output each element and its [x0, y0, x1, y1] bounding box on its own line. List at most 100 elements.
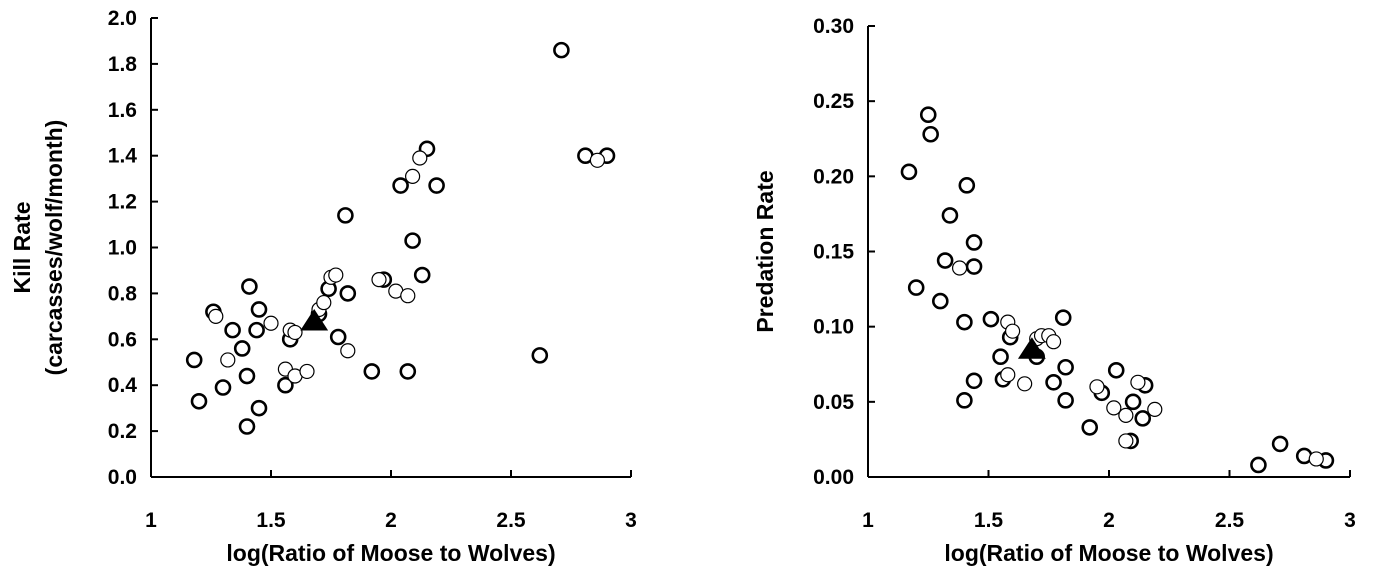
y-tick-label: 1.4: [108, 145, 138, 168]
x-tick-label: 1.5: [974, 509, 1004, 532]
data-point: [185, 351, 203, 369]
data-point: [224, 321, 241, 339]
data-point: [956, 392, 973, 409]
data-point: [1057, 392, 1074, 409]
data-point: [1045, 334, 1062, 350]
x-tick-label: 1: [145, 509, 157, 532]
data-point: [907, 279, 925, 296]
data-point: [1250, 456, 1267, 474]
y-tick-label: 1.0: [108, 237, 137, 260]
data-point: [1107, 361, 1125, 379]
y-tick-label: 0.30: [813, 15, 854, 38]
y-axis-label: (carcasses/wolf/month): [41, 120, 67, 376]
data-point: [1106, 400, 1122, 416]
x-tick-label: 1: [862, 509, 874, 532]
data-point: [1081, 419, 1099, 436]
data-point: [233, 340, 251, 357]
y-tick-label: 1.6: [108, 99, 137, 122]
data-point: [1124, 393, 1142, 411]
data-point: [965, 234, 983, 251]
data-point: [958, 177, 976, 194]
x-tick-label: 3: [1344, 509, 1356, 532]
data-point: [553, 41, 570, 59]
data-point: [316, 294, 332, 311]
data-point: [277, 376, 294, 394]
x-tick-label: 2: [1103, 509, 1115, 532]
x-tick-label: 2.5: [496, 509, 526, 532]
data-point: [1017, 376, 1033, 392]
data-point: [413, 266, 431, 284]
data-point: [250, 301, 268, 318]
y-tick-label: 0.2: [108, 420, 137, 443]
data-point: [1089, 379, 1105, 395]
data-point: [214, 379, 232, 396]
x-axis-label: log(Ratio of Moose to Wolves): [226, 540, 555, 566]
data-point: [404, 232, 421, 249]
data-point: [328, 267, 344, 283]
data-point: [190, 392, 208, 410]
data-point: [941, 207, 959, 224]
data-point: [371, 272, 387, 288]
data-point: [931, 292, 949, 310]
data-point: [531, 347, 549, 364]
data-point: [238, 367, 256, 385]
y-tick-label: 0.25: [813, 90, 854, 113]
data-point: [340, 343, 356, 359]
data-point: [965, 372, 983, 390]
y-axis-label: Kill Rate: [9, 201, 35, 293]
data-point: [992, 348, 1009, 366]
data-point-triangle: [1017, 337, 1046, 359]
y-tick-label: 1.8: [108, 53, 138, 76]
data-point: [965, 258, 983, 275]
data-point: [1118, 433, 1134, 449]
data-point-triangle: [300, 309, 329, 331]
data-point: [399, 363, 417, 380]
data-point: [900, 163, 918, 181]
y-tick-label: 0.05: [813, 391, 854, 414]
data-point: [238, 418, 256, 435]
x-tick-label: 2.5: [1215, 509, 1245, 532]
data-point: [922, 125, 939, 143]
y-tick-label: 0.0: [108, 466, 137, 489]
data-point: [248, 321, 265, 339]
x-tick-label: 2: [385, 509, 397, 532]
data-point: [1271, 435, 1289, 453]
data-point: [1147, 401, 1163, 417]
x-tick-label: 1.5: [256, 509, 286, 532]
data-point: [337, 207, 354, 224]
kill-rate-chart: 0.0 0.2 0.4 0.6 0.8 1.0 1.2 1.4 1.6 1.8 2.0 1 1.5 2 2.…: [9, 7, 637, 566]
data-point: [951, 260, 968, 276]
y-tick-label: 0.00: [813, 466, 854, 489]
y-tick-label: 1.2: [108, 191, 137, 214]
data-point: [208, 308, 224, 324]
y-tick-label: 0.20: [813, 165, 854, 188]
data-point: [339, 285, 357, 302]
data-point: [263, 315, 279, 331]
y-tick-label: 0.8: [108, 282, 138, 305]
data-point: [405, 168, 421, 184]
data-point: [1130, 374, 1146, 390]
x-tick-label: 3: [625, 509, 637, 532]
data-point: [299, 363, 315, 380]
data-point: [363, 363, 381, 380]
data-point: [1004, 323, 1021, 339]
data-point: [1054, 309, 1072, 326]
data-point: [329, 328, 347, 346]
data-point: [1000, 367, 1016, 383]
data-point: [220, 352, 236, 368]
data-point: [1057, 358, 1074, 376]
data-point: [1308, 451, 1324, 467]
y-tick-label: 0.15: [813, 241, 854, 264]
data-point: [428, 177, 445, 194]
data-point: [287, 324, 303, 341]
x-axis-label: log(Ratio of Moose to Wolves): [944, 540, 1273, 566]
y-tick-label: 0.10: [813, 316, 854, 339]
y-axis-label: Predation Rate: [752, 170, 778, 332]
data-point: [400, 288, 416, 304]
y-tick-label: 0.4: [108, 374, 138, 397]
data-point: [1134, 410, 1152, 427]
data-point: [412, 150, 428, 166]
data-point: [956, 313, 973, 331]
data-point: [919, 106, 937, 123]
